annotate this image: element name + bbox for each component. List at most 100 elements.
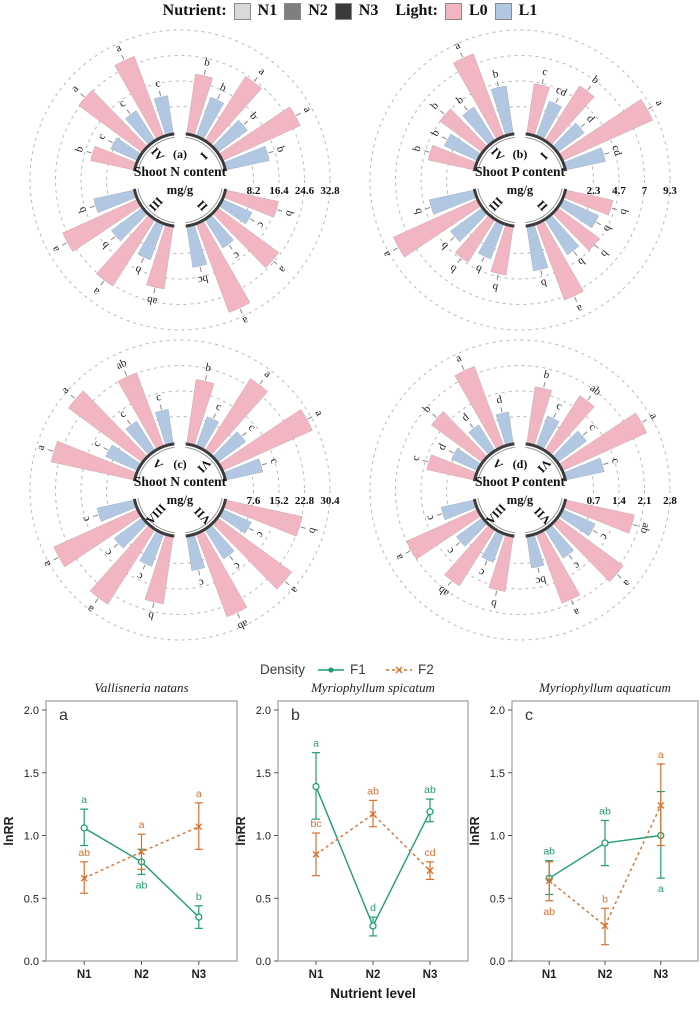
- significance-letter: a: [35, 443, 48, 451]
- polar-bar-L0: [444, 525, 495, 587]
- light-l1-label: L1: [518, 2, 538, 19]
- polar-bar-L0: [117, 372, 164, 449]
- polar-bar-L1: [495, 411, 514, 445]
- significance-letter: a: [647, 411, 660, 421]
- point-significance-letter: a: [139, 819, 145, 831]
- bar-letter-tick: [254, 76, 258, 82]
- x-axis-label: Nutrient level: [330, 986, 416, 1001]
- point-significance-letter: a: [658, 749, 664, 761]
- significance-letter: b: [274, 145, 287, 154]
- quadrant-numeral: IV: [148, 145, 168, 165]
- polar-bar-L1: [553, 122, 585, 152]
- polar-grid-circle: [446, 106, 594, 254]
- quadrant-base-arc-inner: [137, 136, 175, 172]
- significance-letter: c: [155, 391, 163, 404]
- y-axis-tick-label: 1.0: [24, 831, 39, 843]
- polar-bar-L0: [196, 531, 248, 618]
- radial-axis-tick-label: 7: [642, 185, 648, 197]
- polar-bar-L1: [139, 531, 164, 567]
- polar-bar-L0: [427, 144, 476, 171]
- polar-bar-L0: [452, 53, 504, 139]
- significance-letter: d: [436, 441, 449, 452]
- significance-letter: a: [380, 249, 393, 259]
- nutrient-n2-label: N2: [308, 2, 328, 19]
- significance-letter: a: [241, 314, 251, 327]
- significance-letter: c: [554, 400, 564, 413]
- data-point-F2: [657, 801, 665, 809]
- bar-letter-tick: [447, 581, 452, 586]
- polar-bar-L1: [526, 535, 545, 569]
- legend-series-name: F2: [418, 662, 434, 677]
- light-l0-label: L0: [469, 2, 488, 19]
- polar-bar-L1: [440, 499, 476, 521]
- quadrant-base-arc: [472, 132, 515, 172]
- polar-grid-circle: [106, 106, 254, 254]
- y-axis-tick-label: 2.0: [256, 705, 271, 717]
- point-significance-letter: a: [658, 883, 664, 895]
- bar-letter-tick: [495, 590, 498, 596]
- y-axis-tick-label: 2.0: [490, 705, 505, 717]
- bar-letter-tick: [47, 449, 54, 452]
- radial-axis-tick-label: 2.1: [638, 495, 652, 507]
- y-axis-tick-label: 1.0: [256, 831, 271, 843]
- bar-letter-tick: [642, 419, 648, 423]
- polar-bar-L0: [144, 535, 174, 605]
- bar-letter-tick: [571, 600, 575, 606]
- point-significance-letter: a: [81, 794, 87, 806]
- quadrant-base-arc: [472, 498, 515, 538]
- significance-letter: c: [232, 560, 243, 573]
- polar-bar-L1: [564, 457, 605, 481]
- polar-bar-L0: [53, 509, 141, 568]
- x-axis-tick-label: N1: [309, 969, 324, 981]
- polar-bar-L0: [488, 535, 514, 592]
- point-significance-letter: ab: [543, 846, 555, 858]
- significance-letter: b: [428, 99, 441, 111]
- polar-grid-circle: [106, 416, 254, 564]
- bar-letter-tick: [568, 555, 573, 560]
- data-point-F1: [369, 922, 377, 930]
- significance-letter: c: [90, 439, 103, 449]
- bar-letter-tick: [496, 274, 499, 280]
- polar-bar-L1: [450, 447, 481, 471]
- significance-letter: cd: [554, 84, 569, 99]
- radial-axis-tick-label: 7.6: [247, 495, 261, 507]
- polar-bar-L1: [205, 525, 235, 560]
- quadrant-numeral: V: [490, 456, 506, 472]
- point-significance-letter: b: [602, 893, 608, 905]
- lnrr-line-charts: Density F1 F2 Vallisneria natans a 0.0 0.5 1.0 1…: [2, 662, 699, 1001]
- polar-bar-L1: [559, 509, 596, 537]
- polar-bar-L1: [186, 535, 206, 571]
- bar-letter-tick: [113, 543, 119, 548]
- significance-letter: a: [572, 605, 582, 618]
- y-axis-tick-label: 0.0: [24, 956, 39, 968]
- bar-letter-tick: [573, 251, 578, 256]
- bar-letter-tick: [53, 557, 59, 561]
- point-significance-letter: ab: [599, 805, 611, 817]
- y-axis-tick-label: 1.5: [24, 768, 39, 780]
- significance-letter: c: [541, 66, 549, 79]
- significance-letter: c: [423, 513, 436, 521]
- polar-grid-circle: [29, 339, 331, 641]
- y-axis-label: lnRR: [234, 816, 248, 845]
- panel-species-title: Myriophyllum spicatum: [310, 680, 435, 695]
- bar-letter-tick: [555, 98, 559, 103]
- panel-id-label: (c): [173, 457, 186, 471]
- polar-bar-L1: [536, 415, 560, 449]
- polar-bar-L0: [430, 410, 487, 462]
- significance-letter: b: [601, 223, 614, 234]
- radial-axis-tick-label: 4.7: [612, 185, 626, 197]
- significance-letter: c: [268, 457, 281, 465]
- polar-bar-L0: [78, 89, 147, 152]
- significance-letter: c: [246, 422, 258, 434]
- significance-letter: a: [393, 552, 406, 562]
- radial-axis-tick-label: 22.8: [295, 495, 315, 507]
- nutrient-n1-label: N1: [257, 2, 278, 19]
- polar-bar-L1: [224, 145, 270, 171]
- polar-grid-circle: [395, 55, 645, 305]
- data-point-F1: [195, 913, 203, 921]
- significance-letter: c: [95, 131, 108, 141]
- polar-bar-L1: [93, 189, 136, 214]
- significance-letter: b: [73, 144, 86, 153]
